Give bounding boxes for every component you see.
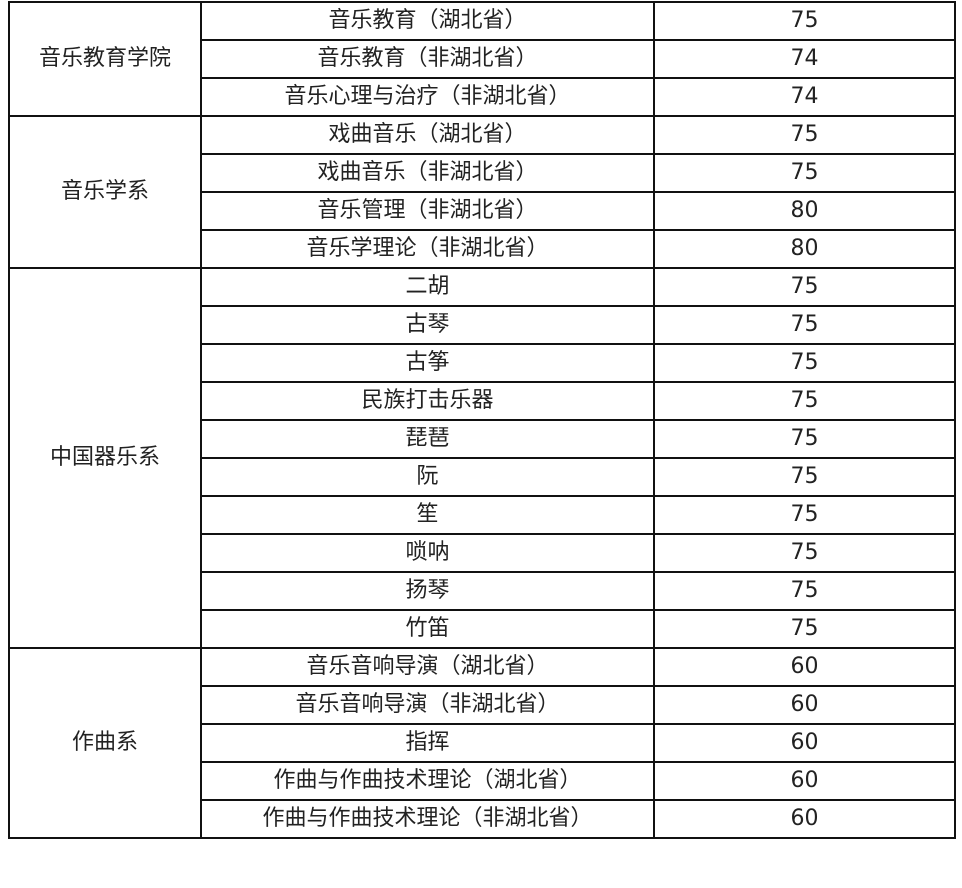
score-cell: 75	[653, 419, 956, 459]
department-cell: 音乐学系	[8, 115, 202, 269]
major-cell: 二胡	[200, 267, 655, 307]
major-cell: 扬琴	[200, 571, 655, 611]
score-cell: 75	[653, 343, 956, 383]
table-row: 指挥 60	[9, 723, 956, 763]
score-cell: 60	[653, 685, 956, 725]
table-row: 音乐心理与治疗（非湖北省） 74	[9, 77, 956, 117]
score-cell: 75	[653, 115, 956, 155]
major-cell: 戏曲音乐（湖北省）	[200, 115, 655, 155]
table-row: 作曲与作曲技术理论（湖北省） 60	[9, 761, 956, 801]
score-cell: 75	[653, 571, 956, 611]
score-cell: 75	[653, 305, 956, 345]
major-cell: 作曲与作曲技术理论（湖北省）	[200, 761, 655, 801]
score-cell: 74	[653, 77, 956, 117]
department-cell: 音乐教育学院	[8, 1, 202, 117]
score-cell: 74	[653, 39, 956, 79]
table-row: 音乐学系 戏曲音乐（湖北省） 75	[8, 115, 956, 269]
table-row: 音乐教育学院 音乐教育（湖北省） 75	[8, 1, 956, 117]
score-cell: 75	[653, 533, 956, 573]
score-table: 音乐教育学院 音乐教育（湖北省） 75 音乐教育（非湖北省） 74 音乐心理与治疗（非湖北…	[8, 1, 956, 839]
major-cell: 音乐教育（湖北省）	[200, 1, 655, 41]
table-row: 音乐教育（非湖北省） 74	[9, 39, 956, 79]
major-cell: 音乐管理（非湖北省）	[200, 191, 655, 231]
score-cell: 75	[653, 495, 956, 535]
major-cell: 指挥	[200, 723, 655, 763]
major-cell: 戏曲音乐（非湖北省）	[200, 153, 655, 193]
major-cell: 音乐音响导演（非湖北省）	[200, 685, 655, 725]
table-row: 音乐管理（非湖北省） 80	[9, 191, 956, 231]
score-cell: 80	[653, 229, 956, 269]
table-row: 古筝 75	[9, 343, 956, 383]
major-cell: 唢呐	[200, 533, 655, 573]
major-cell: 音乐心理与治疗（非湖北省）	[200, 77, 655, 117]
score-cell: 75	[653, 267, 956, 307]
major-cell: 古筝	[200, 343, 655, 383]
score-cell: 60	[653, 723, 956, 763]
score-cell: 60	[653, 761, 956, 801]
major-cell: 阮	[200, 457, 655, 497]
table-row: 戏曲音乐（非湖北省） 75	[9, 153, 956, 193]
score-cell: 75	[653, 1, 956, 41]
score-cell: 75	[653, 457, 956, 497]
table-row: 民族打击乐器 75	[9, 381, 956, 421]
score-cell: 75	[653, 381, 956, 421]
major-cell: 竹笛	[200, 609, 655, 649]
table-row: 扬琴 75	[9, 571, 956, 611]
score-table-body: 音乐教育学院 音乐教育（湖北省） 75 音乐教育（非湖北省） 74 音乐心理与治疗（非湖北…	[8, 1, 956, 839]
table-row: 琵琶 75	[9, 419, 956, 459]
table-row: 唢呐 75	[9, 533, 956, 573]
table-row: 古琴 75	[9, 305, 956, 345]
score-cell: 75	[653, 609, 956, 649]
table-row: 笙 75	[9, 495, 956, 535]
major-cell: 音乐音响导演（湖北省）	[200, 647, 655, 687]
department-cell: 作曲系	[8, 647, 202, 839]
table-row: 竹笛 75	[9, 609, 956, 649]
major-cell: 琵琶	[200, 419, 655, 459]
table-row: 阮 75	[9, 457, 956, 497]
score-cell: 80	[653, 191, 956, 231]
table-row: 中国器乐系 二胡 75	[8, 267, 956, 649]
major-cell: 笙	[200, 495, 655, 535]
table-row: 作曲与作曲技术理论（非湖北省） 60	[9, 799, 956, 839]
major-cell: 音乐教育（非湖北省）	[200, 39, 655, 79]
score-cell: 75	[653, 153, 956, 193]
score-cell: 60	[653, 799, 956, 839]
score-cell: 60	[653, 647, 956, 687]
major-cell: 音乐学理论（非湖北省）	[200, 229, 655, 269]
major-cell: 民族打击乐器	[200, 381, 655, 421]
table-row: 音乐学理论（非湖北省） 80	[9, 229, 956, 269]
major-cell: 古琴	[200, 305, 655, 345]
major-cell: 作曲与作曲技术理论（非湖北省）	[200, 799, 655, 839]
table-row: 音乐音响导演（非湖北省） 60	[9, 685, 956, 725]
department-cell: 中国器乐系	[8, 267, 202, 649]
table-row: 作曲系 音乐音响导演（湖北省） 60	[8, 647, 956, 839]
